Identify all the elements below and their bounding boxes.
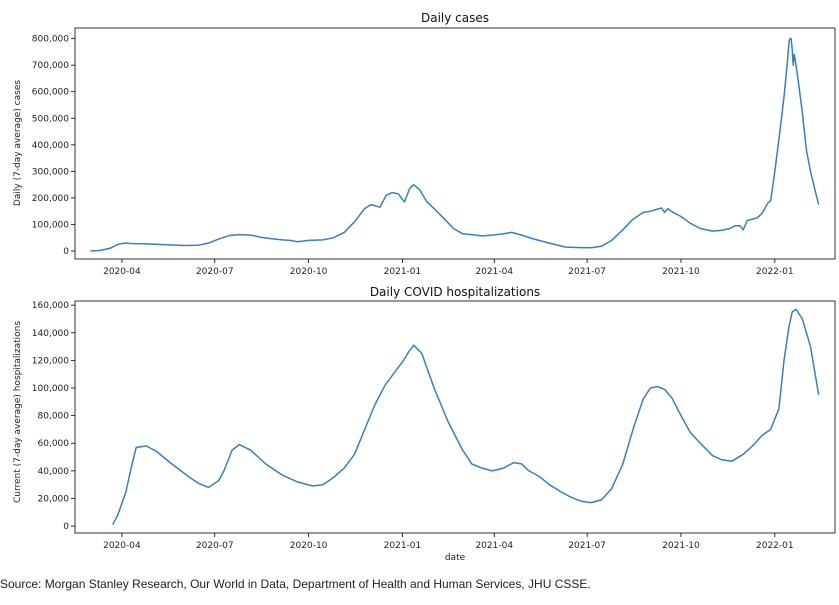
daily-cases-line [90,37,820,252]
hospitalizations-y-axis-label: Current (7-day average) hospitalizations [13,321,23,503]
daily-cases-y-tick-label: 800,000 [32,35,69,45]
daily-cases-x-ticks: 2020-04 2020-07 2020-10 2021-01 2021-04 2021-… [103,259,794,277]
daily-cases-x-tick-label: 2021-07 [568,267,606,277]
hospitalizations-y-tick-label: 80,000 [38,412,70,422]
hospitalizations-y-tick-label: 60,000 [38,439,70,449]
daily-cases-y-ticks: 0 100,000 200,000 300,000 400,000 500,000 600,… [32,35,75,257]
hospitalizations-x-tick-label: 2021-04 [475,541,513,551]
daily-cases-y-tick-label: 200,000 [32,194,69,204]
figure: Daily cases 0 100,000 200,000 300,000 400,00… [13,11,836,563]
daily-cases-x-tick-label: 2021-10 [662,267,700,277]
daily-cases-panel: Daily cases 0 100,000 200,000 300,000 400,00… [13,11,836,277]
daily-cases-y-tick-label: 500,000 [32,114,69,124]
daily-cases-x-tick-label: 2022-01 [756,267,794,277]
daily-cases-x-tick-label: 2020-07 [196,267,234,277]
daily-cases-x-tick-label: 2021-04 [475,267,513,277]
hospitalizations-x-tick-label: 2021-07 [568,541,606,551]
hospitalizations-x-axis-label: date [445,553,466,563]
daily-cases-y-tick-label: 700,000 [32,61,69,71]
hospitalizations-x-tick-label: 2020-10 [290,541,328,551]
hospitalizations-x-tick-label: 2022-01 [756,541,794,551]
hospitalizations-x-tick-label: 2020-07 [196,541,234,551]
hospitalizations-y-tick-label: 160,000 [32,301,69,311]
daily-cases-y-axis-label: Daily (7-day average) cases [13,80,23,206]
hospitalizations-x-tick-label: 2021-10 [662,541,700,551]
daily-cases-x-tick-label: 2020-04 [103,267,141,277]
daily-cases-y-tick-label: 400,000 [32,141,69,151]
hospitalizations-y-tick-label: 20,000 [38,494,70,504]
hospitalizations-y-tick-label: 140,000 [32,329,69,339]
hospitalizations-x-tick-label: 2020-04 [103,541,141,551]
daily-cases-y-tick-label: 100,000 [32,220,69,230]
hospitalizations-y-tick-label: 0 [63,522,69,532]
hospitalizations-panel: Daily COVID hospitalizations 0 20,000 40,0… [13,285,836,563]
source-note: Source: Morgan Stanley Research, Our Wor… [0,577,591,591]
hospitalizations-y-ticks: 0 20,000 40,000 60,000 80,000 100,000 120,000 1… [32,301,75,532]
daily-cases-y-tick-label: 300,000 [32,167,69,177]
daily-cases-x-tick-label: 2021-01 [384,267,422,277]
daily-cases-y-tick-label: 0 [63,247,69,257]
hospitalizations-axes-frame [74,300,836,534]
hospitalizations-title: Daily COVID hospitalizations [370,285,540,299]
hospitalizations-line [112,308,820,526]
hospitalizations-y-tick-label: 100,000 [32,384,69,394]
daily-cases-x-tick-label: 2020-10 [290,267,328,277]
daily-cases-y-tick-label: 600,000 [32,88,69,98]
daily-cases-title: Daily cases [421,11,489,25]
daily-cases-axes-frame [74,27,836,260]
hospitalizations-y-tick-label: 40,000 [38,467,70,477]
hospitalizations-y-tick-label: 120,000 [32,356,69,366]
hospitalizations-x-ticks: 2020-04 2020-07 2020-10 2021-01 2021-04 2021-… [103,533,794,551]
hospitalizations-x-tick-label: 2021-01 [384,541,422,551]
